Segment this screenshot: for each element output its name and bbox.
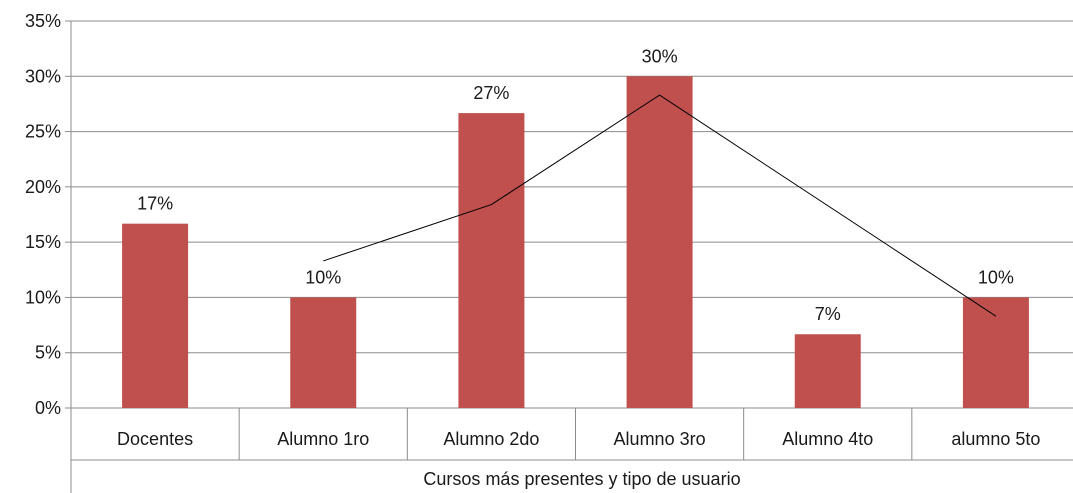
y-tick-label: 15% (25, 232, 61, 252)
data-label: 10% (978, 267, 1014, 287)
y-tick-label: 5% (35, 343, 61, 363)
category-label: Alumno 4to (782, 429, 873, 449)
y-tick-label: 20% (25, 177, 61, 197)
bar (122, 223, 189, 408)
data-label: 7% (815, 304, 841, 324)
category-label: Alumno 1ro (277, 429, 369, 449)
labels: 0% 5% 10% 15% 20% 25% 30% 35% 17% Docentes 10% Alum… (25, 11, 1040, 449)
axes (65, 20, 1073, 493)
category-label: alumno 5to (951, 429, 1040, 449)
category-label: Alumno 3ro (614, 429, 706, 449)
category-label: Alumno 2do (443, 429, 539, 449)
y-tick-label: 10% (25, 287, 61, 307)
y-tick-label: 30% (25, 66, 61, 86)
bar (290, 297, 357, 408)
bar (962, 297, 1029, 408)
category-label: Docentes (117, 429, 193, 449)
data-label: 17% (137, 194, 173, 214)
trendline (323, 94, 997, 317)
bars (122, 76, 1029, 409)
x-axis-title: Cursos más presentes y tipo de usuario (423, 469, 740, 489)
data-label: 30% (642, 46, 678, 66)
y-tick-label: 25% (25, 122, 61, 142)
y-tick-label: 35% (25, 11, 61, 31)
bar (626, 76, 693, 409)
bar (794, 334, 861, 408)
data-label: 10% (305, 267, 341, 287)
gridlines (71, 20, 1073, 354)
trendline-group (323, 94, 997, 317)
data-label: 27% (473, 83, 509, 103)
y-tick-label: 0% (35, 398, 61, 418)
bar (458, 113, 525, 408)
